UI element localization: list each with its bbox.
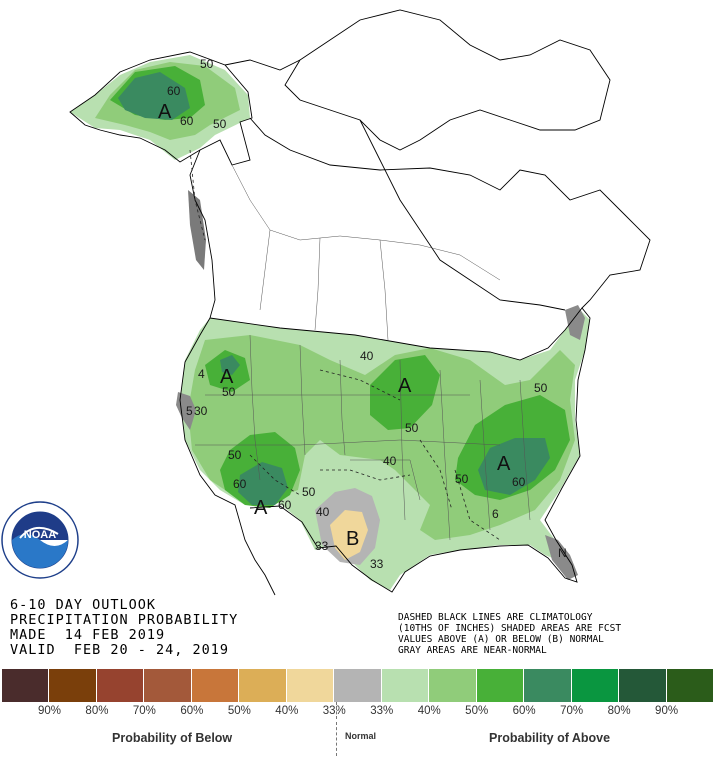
marker-north-central-above: A [398, 375, 412, 397]
note-line-2: (10THS OF INCHES) SHADED AREAS ARE FCST [398, 623, 622, 634]
label-nw-50: 50 [222, 385, 236, 399]
legend-below-label: Probability of Below [112, 731, 233, 745]
pacific-northwest-gray [188, 190, 206, 270]
legend-label-spacer [2, 705, 26, 717]
legend-swatch [571, 669, 620, 702]
legend-swatch [619, 669, 667, 702]
legend-percent-label: 50% [227, 705, 251, 717]
label-mw-40: 40 [360, 349, 374, 363]
label-tx-33a: 33 [315, 539, 329, 553]
legend-percent-label: 70% [560, 705, 584, 717]
label-ca-53: 5 [186, 404, 193, 418]
legend-divider-bottom [336, 722, 337, 756]
legend-divider-top [336, 702, 337, 719]
label-se-50b: 50 [455, 472, 469, 486]
label-sw-50: 50 [228, 448, 242, 462]
label-sw-60: 60 [233, 477, 247, 491]
label-ak-60a: 60 [167, 84, 181, 98]
legend-percent-label: 40% [275, 705, 299, 717]
legend-label-spacer [690, 705, 714, 717]
label-se-60: 60 [512, 475, 526, 489]
marker-southeast-above: A [497, 453, 511, 475]
noaa-logo: NOAA [1, 501, 79, 579]
label-se-6: 6 [492, 507, 499, 521]
legend-percent-label: 33% [322, 705, 346, 717]
legend-above-label: Probability of Above [489, 731, 611, 745]
legend-swatch [144, 669, 192, 702]
label-c-40: 40 [383, 454, 397, 468]
legend-swatch [666, 669, 715, 702]
marker-alaska-above: A [158, 101, 172, 123]
label-tx-40: 40 [316, 505, 330, 519]
logo-text: NOAA [24, 529, 56, 541]
contour-labels: 50 60 60 50 50 4 5 30 50 60 60 50 40 33 … [167, 57, 548, 571]
marker-texas-below: B [346, 528, 359, 550]
legend-normal-label: Normal [345, 731, 377, 741]
label-sw-50b: 50 [302, 485, 316, 499]
legend-percent-label: 60% [512, 705, 536, 717]
map-title-block: 6-10 DAY OUTLOOK PRECIPITATION PROBABILIT… [10, 598, 310, 658]
map-outlines [69, 9, 651, 596]
legend-percent-label: 90% [655, 705, 679, 717]
label-sw-60b: 60 [278, 498, 292, 512]
note-line-3: VALUES ABOVE (A) OR BELOW (B) NORMAL [398, 634, 604, 645]
legend-swatch [286, 669, 335, 702]
marker-southwest-above: A [254, 497, 268, 519]
label-mw-50: 50 [405, 421, 419, 435]
legend-swatch [96, 669, 145, 702]
legend-swatch [191, 669, 240, 702]
legend-color-bar [2, 669, 715, 702]
marker-florida-normal: N [558, 546, 567, 560]
label-ak-60b: 60 [180, 114, 194, 128]
conus-probability-shading [176, 305, 590, 590]
note-line-1: DASHED BLACK LINES ARE CLIMATOLOGY [398, 612, 593, 623]
alaska-probability-shading [70, 55, 250, 160]
climatology-dashed-lines [189, 149, 501, 541]
outlook-category-markers: A A A A A B N [158, 101, 567, 560]
legend-percent-label: 40% [417, 705, 441, 717]
legend-percent-labels: 90% 80% 70% 60% 50% 40% 33% 33% 40% 50% 60% 70% 80% 9… [2, 705, 714, 717]
label-ak-50a: 50 [200, 57, 214, 71]
label-ca-30: 30 [194, 404, 208, 418]
legend-swatch [239, 669, 287, 702]
label-tx-33b: 33 [370, 557, 384, 571]
legend-swatch [49, 669, 97, 702]
legend-swatch [334, 669, 382, 702]
marker-west-above: A [220, 366, 234, 388]
legend-percent-label: 70% [132, 705, 156, 717]
legend-percent-label: 50% [465, 705, 489, 717]
label-se-50: 50 [534, 381, 548, 395]
precipitation-outlook-map: 50 60 60 50 50 4 5 30 50 60 60 50 40 33 … [1, 9, 651, 596]
legend-swatch [2, 669, 50, 702]
title-line-2: PRECIPITATION PROBABILITY [10, 612, 239, 628]
legend-percent-label: 80% [607, 705, 631, 717]
label-ak-50b: 50 [213, 117, 227, 131]
label-nw-4: 4 [198, 367, 205, 381]
title-line-1: 6-10 DAY OUTLOOK [10, 597, 157, 613]
legend-percent-label: 60% [180, 705, 204, 717]
state-province-boundaries [195, 164, 531, 541]
legend-percent-label: 33% [370, 705, 394, 717]
map-note-block: DASHED BLACK LINES ARE CLIMATOLOGY (10THS… [398, 612, 719, 656]
legend-swatch [524, 669, 572, 702]
legend-swatch [476, 669, 525, 702]
legend-percent-label: 80% [85, 705, 109, 717]
title-line-4: VALID FEB 20 - 24, 2019 [10, 642, 230, 658]
title-line-3: MADE 14 FEB 2019 [10, 627, 166, 643]
legend-percent-label: 90% [37, 705, 61, 717]
legend-swatch [429, 669, 477, 702]
legend-swatch [381, 669, 430, 702]
note-line-4: GRAY AREAS ARE NEAR-NORMAL [398, 645, 547, 656]
